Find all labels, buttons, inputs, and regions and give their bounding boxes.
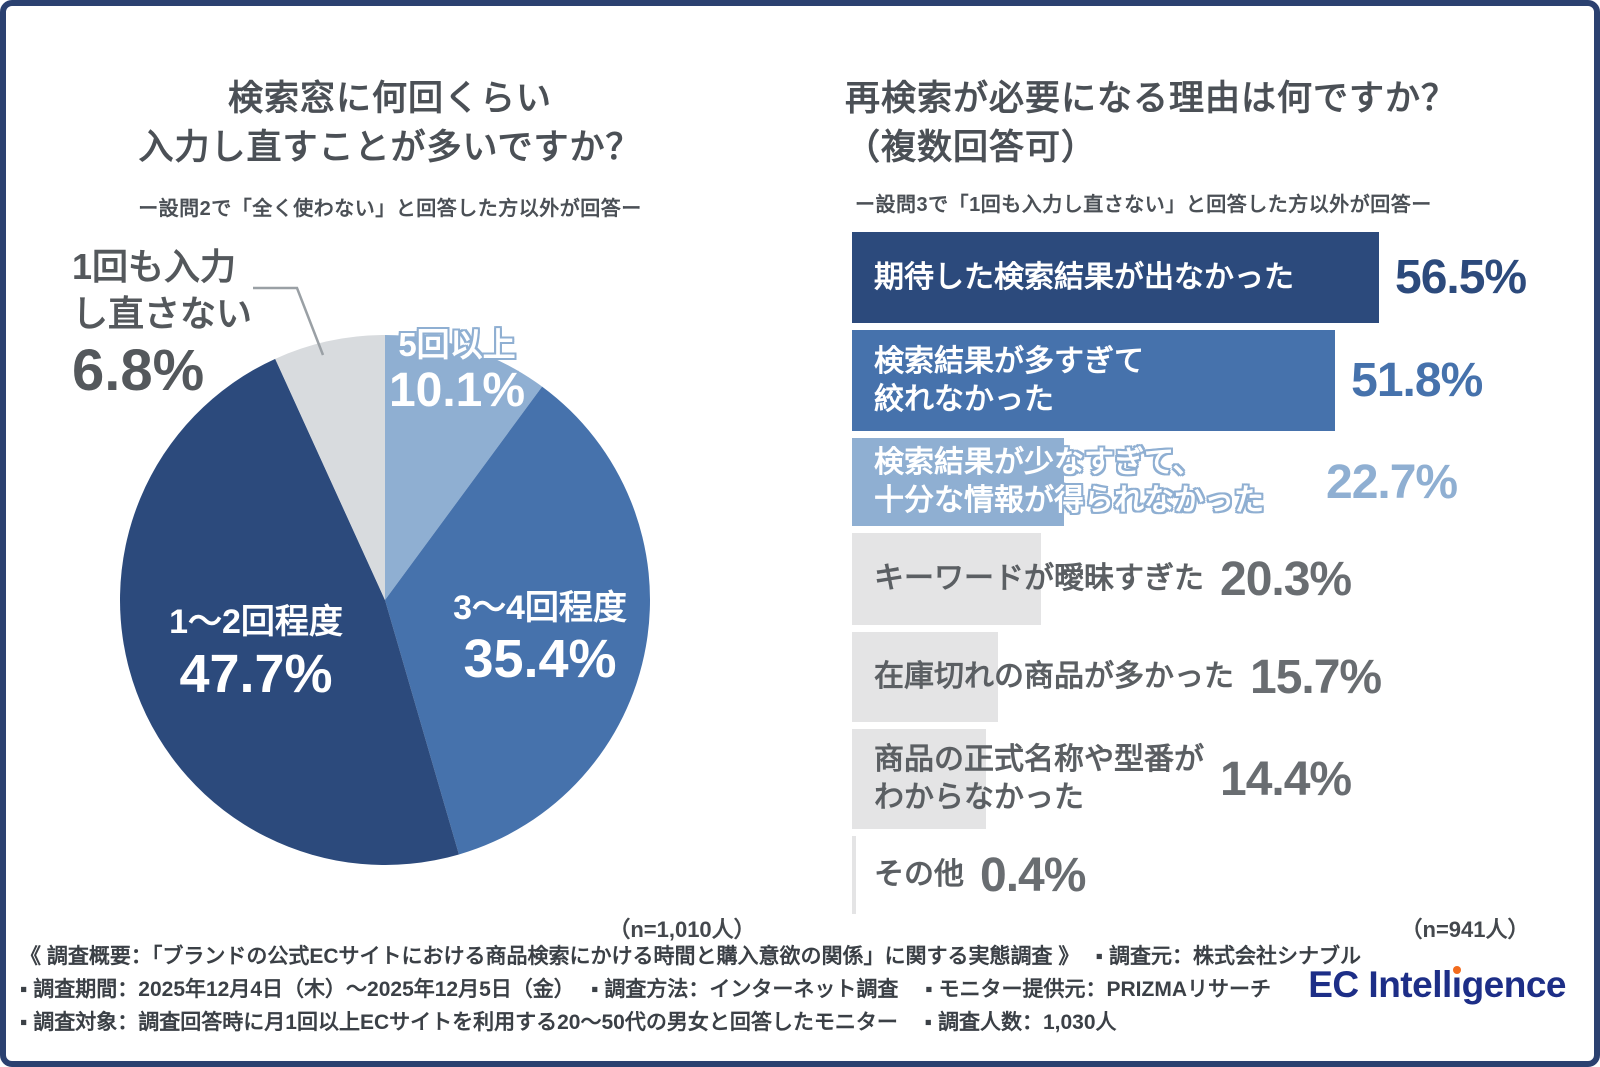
logo-text-post: gence <box>1461 964 1567 1005</box>
bar-fill <box>852 232 1379 323</box>
bar-label-line: 検索結果が多すぎて <box>874 344 1144 378</box>
pie-sample-size: （n=1,010人） <box>608 917 756 942</box>
bar-title-line1: 再検索が必要になる理由は何ですか？ <box>845 79 1458 118</box>
bar-value: 14.4% <box>1220 752 1352 806</box>
bar-row: 検索結果が多すぎて 絞れなかった 51.8% <box>852 330 1562 431</box>
pie-label-none-line1: 1回も入力 <box>72 246 237 287</box>
pie-label-5times-value: 10.1% <box>388 364 526 417</box>
bar-row: 商品の正式名称や型番が わからなかった 14.4% <box>852 729 1562 829</box>
bar-label-line: その他 <box>874 858 964 891</box>
bar-sample-size: （n=941人） <box>1400 917 1530 942</box>
bar-label-line: キーワードが曖昧すぎた <box>874 562 1204 595</box>
pie-slice-0 <box>385 335 543 600</box>
bar-value: 0.4% <box>980 848 1086 902</box>
pie-label-3to4: 3〜4回程度 35.4% <box>410 588 670 690</box>
bar-label-line: 商品の正式名称や型番が <box>874 743 1204 776</box>
bar-value: 51.8% <box>1351 354 1483 407</box>
pie-label-5times: 5回以上 10.1% <box>377 326 537 418</box>
logo-text-pre: EC Intell <box>1308 964 1452 1005</box>
leader-line <box>253 286 325 356</box>
bar-fill <box>852 729 987 829</box>
bar-label-line: 在庫切れの商品が多かった <box>874 660 1234 693</box>
pie-title-line1: 検索窓に何回くらい <box>227 79 552 118</box>
pie-label-3to4-name: 3〜4回程度 <box>453 589 627 627</box>
bar-label-line: 期待した検索結果が出なかった <box>874 260 1294 294</box>
bar-value: 56.5% <box>1395 251 1527 304</box>
survey-overview: 《 調査概要：「ブランドの公式ECサイトにおける商品検索にかける時間と購入意欲の… <box>20 940 1361 1039</box>
survey-overview-line2: ▪ 調査期間：2025年12月4日（木）〜2025年12月5日（金） ▪ 調査方… <box>20 978 1272 1001</box>
pie-chart-header: 検索窓に何回くらい 入力し直すことが多いですか？ ー設問2で「全く使わない」と回… <box>40 74 740 221</box>
bar-label-line: 絞れなかった <box>874 382 1054 416</box>
pie-chart-title: 検索窓に何回くらい 入力し直すことが多いですか？ <box>40 74 740 172</box>
bar-label: 検索結果が多すぎて 絞れなかった <box>874 343 1335 419</box>
bar-title-line2: （複数回答可） <box>845 128 1098 167</box>
pie-label-5times-name: 5回以上 <box>398 326 516 363</box>
pie-label-none-line2: し直さない <box>72 293 253 334</box>
bar-chart-title: 再検索が必要になる理由は何ですか？ （複数回答可） <box>845 74 1565 172</box>
bar-chart: 期待した検索結果が出なかった 56.5% 検索結果が多すぎて 絞れなかった 51.8% 検… <box>852 232 1562 914</box>
bar-label: 期待した検索結果が出なかった <box>874 259 1379 297</box>
bar-fill <box>852 836 856 914</box>
bar-fill <box>852 330 1336 431</box>
bar-label: 商品の正式名称や型番が わからなかった <box>874 741 1204 817</box>
survey-overview-line3: ▪ 調査対象：調査回答時に月1回以上ECサイトを利用する20〜50代の男女と回答… <box>20 1011 1117 1034</box>
pie-slice-1 <box>385 386 650 855</box>
pie-chart-subtitle: ー設問2で「全く使わない」と回答した方以外が回答ー <box>138 198 642 220</box>
bar-label: 検索結果が少なすぎて、十分な情報が得られなかった <box>874 444 1264 520</box>
bar-chart-subtitle: ー設問3で「1回も入力し直さない」と回答した方以外が回答ー <box>855 194 1432 216</box>
bar-row: その他 0.4% <box>852 836 1562 914</box>
bar-label-line: 十分な情報が得られなかった <box>874 484 1264 517</box>
survey-overview-line1: 《 調査概要：「ブランドの公式ECサイトにおける商品検索にかける時間と購入意欲の… <box>20 945 1361 968</box>
bar-label-line: わからなかった <box>874 781 1084 814</box>
bar-row: 検索結果が少なすぎて、十分な情報が得られなかった 22.7% <box>852 438 1562 526</box>
bar-value: 22.7% <box>1326 455 1458 509</box>
bar-label: その他 <box>874 856 964 894</box>
bar-value: 20.3% <box>1220 552 1352 606</box>
bar-row: 在庫切れの商品が多かった 15.7% <box>852 632 1562 722</box>
bar-fill <box>852 632 999 722</box>
pie-title-line2: 入力し直すことが多いですか？ <box>138 128 642 167</box>
pie-svg <box>120 335 650 865</box>
bar-fill <box>852 438 1064 526</box>
bar-label: 在庫切れの商品が多かった <box>874 658 1234 696</box>
bar-value: 15.7% <box>1250 650 1382 704</box>
bar-label: キーワードが曖昧すぎた <box>874 560 1204 598</box>
ec-intelligence-logo: EC Intellıgence <box>1308 964 1566 1006</box>
bar-row: キーワードが曖昧すぎた 20.3% <box>852 533 1562 625</box>
bar-label-line: 検索結果が少なすぎて、 <box>874 446 1203 479</box>
bar-fill <box>852 533 1042 625</box>
pie-label-3to4-value: 35.4% <box>463 629 617 689</box>
pie-label-1to2-value: 47.7% <box>179 644 333 704</box>
pie-label-none: 1回も入力 し直さない 6.8% <box>72 243 252 403</box>
bar-chart-header: 再検索が必要になる理由は何ですか？ （複数回答可） ー設問3で「1回も入力し直さ… <box>845 74 1565 217</box>
pie-chart <box>120 335 650 865</box>
bar-row: 期待した検索結果が出なかった 56.5% <box>852 232 1562 323</box>
pie-label-none-value: 6.8% <box>72 338 205 403</box>
logo-dotted-i: ı <box>1451 964 1462 1005</box>
pie-label-1to2-name: 1〜2回程度 <box>169 603 343 641</box>
pie-slice-3 <box>275 335 385 600</box>
pie-label-1to2: 1〜2回程度 47.7% <box>136 602 376 706</box>
pie-slice-2 <box>120 358 459 865</box>
